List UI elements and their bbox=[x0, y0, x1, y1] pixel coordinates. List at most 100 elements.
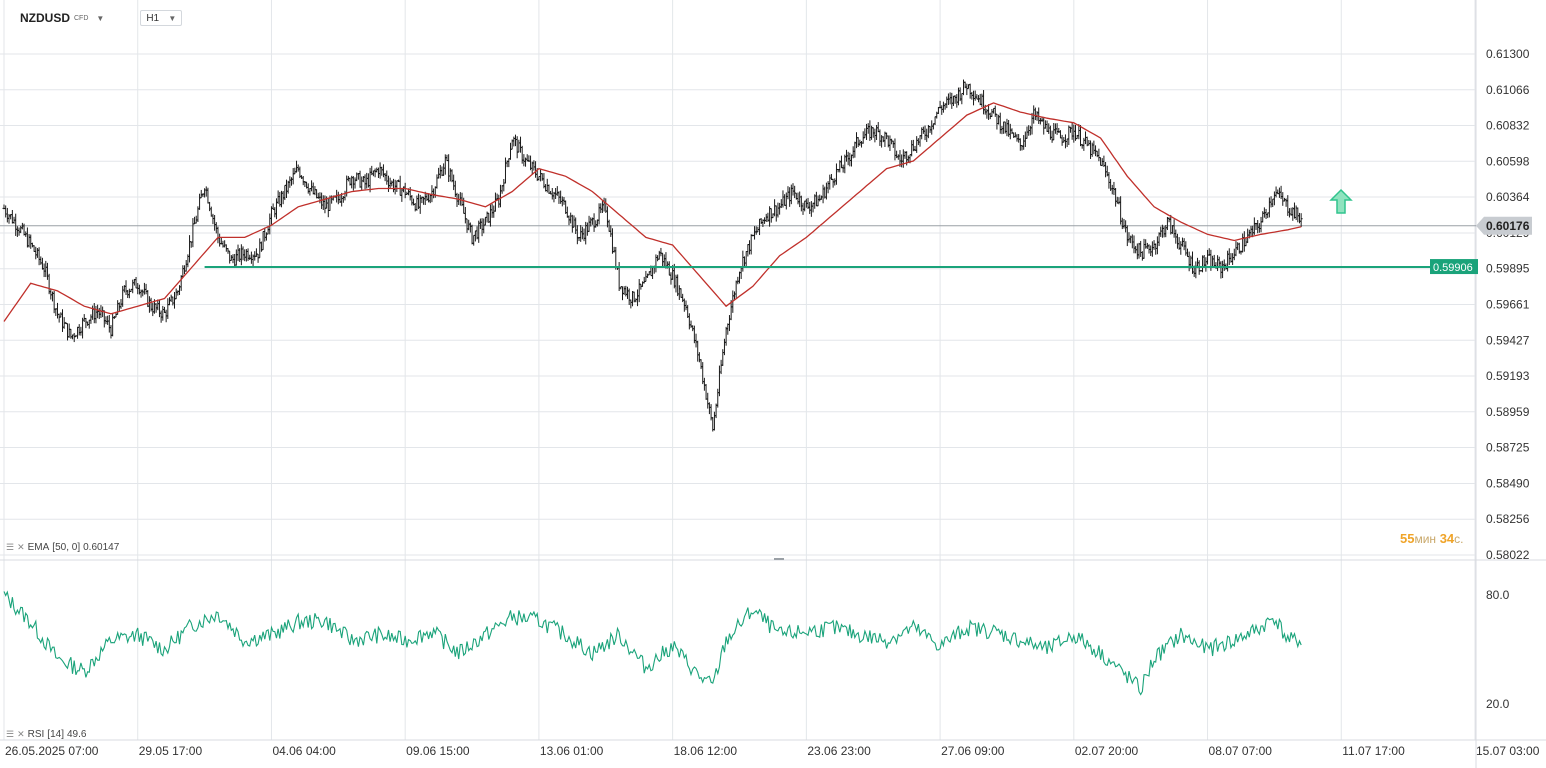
candle bbox=[997, 114, 1001, 125]
candle bbox=[1256, 220, 1260, 234]
timeframe-select[interactable]: H1 ▼ bbox=[140, 10, 183, 26]
candle bbox=[224, 244, 228, 252]
candle bbox=[602, 197, 606, 212]
candle bbox=[636, 289, 640, 307]
price-tick-label: 0.58256 bbox=[1486, 512, 1530, 526]
close-icon[interactable]: ✕ bbox=[17, 542, 25, 552]
support-price-tag[interactable] bbox=[1430, 259, 1478, 275]
candle bbox=[323, 195, 327, 214]
candle bbox=[67, 323, 71, 338]
candle bbox=[1119, 196, 1123, 225]
time-tick-label: 18.06 12:00 bbox=[674, 744, 738, 758]
candle bbox=[472, 234, 476, 246]
rsi-params: [14] bbox=[47, 729, 64, 740]
candle bbox=[759, 218, 763, 225]
candle bbox=[290, 177, 294, 186]
candle bbox=[438, 164, 442, 179]
candle bbox=[1033, 107, 1037, 121]
candle bbox=[188, 235, 192, 263]
time-axis: 26.05.2025 07:00 29.05 17:00 04.06 04:00 09… bbox=[5, 744, 1540, 758]
list-icon[interactable]: ☰ bbox=[6, 729, 15, 739]
candle bbox=[570, 214, 574, 233]
candle bbox=[656, 255, 660, 262]
time-tick-label: 02.07 20:00 bbox=[1075, 744, 1139, 758]
candle bbox=[1110, 184, 1114, 195]
candle bbox=[626, 286, 630, 299]
candle bbox=[676, 274, 680, 297]
up-arrow-icon[interactable] bbox=[1329, 188, 1353, 214]
candle bbox=[76, 326, 80, 339]
candle bbox=[442, 163, 446, 176]
candle bbox=[365, 172, 369, 189]
candle bbox=[1028, 125, 1032, 136]
candle bbox=[463, 207, 467, 224]
candle bbox=[92, 303, 96, 324]
candle bbox=[987, 104, 991, 120]
candle bbox=[811, 202, 815, 213]
candle bbox=[208, 201, 212, 212]
candle bbox=[849, 154, 853, 167]
candle bbox=[990, 108, 994, 117]
candle bbox=[1194, 261, 1198, 279]
candle bbox=[749, 234, 753, 255]
pane-resize-handle[interactable] bbox=[774, 558, 784, 560]
candle bbox=[111, 313, 115, 337]
price-tick-label: 0.58022 bbox=[1486, 548, 1530, 562]
candle bbox=[198, 193, 202, 210]
candle bbox=[293, 167, 297, 175]
candle bbox=[390, 180, 394, 187]
candle bbox=[1267, 197, 1271, 218]
candle bbox=[246, 248, 250, 261]
symbol-name[interactable]: NZDUSD bbox=[20, 11, 70, 25]
candle bbox=[1236, 242, 1240, 251]
candle bbox=[313, 186, 317, 196]
candle bbox=[27, 234, 31, 248]
candle bbox=[498, 184, 502, 208]
candle bbox=[29, 234, 33, 249]
rsi-legend: ☰ ✕ RSI [14] 49.6 bbox=[6, 729, 86, 740]
candle bbox=[126, 289, 130, 299]
candle bbox=[134, 276, 138, 289]
candle bbox=[310, 180, 314, 192]
chevron-down-icon: ▼ bbox=[168, 13, 177, 23]
candle bbox=[712, 411, 716, 431]
candle bbox=[107, 315, 111, 333]
candle bbox=[702, 377, 706, 391]
candle bbox=[318, 192, 322, 204]
candle bbox=[241, 246, 245, 261]
candle bbox=[1249, 225, 1253, 237]
candle bbox=[819, 195, 823, 200]
symbol-dropdown-icon[interactable]: ▼ bbox=[96, 13, 105, 23]
support-price-label: 0.59906 bbox=[1433, 262, 1473, 274]
candle bbox=[1266, 212, 1270, 219]
candle bbox=[821, 184, 825, 204]
candle bbox=[888, 135, 892, 151]
candle bbox=[679, 288, 683, 298]
candle bbox=[380, 166, 384, 176]
close-icon[interactable]: ✕ bbox=[17, 729, 25, 739]
candle bbox=[727, 315, 731, 332]
candle bbox=[381, 164, 385, 178]
candle bbox=[40, 257, 44, 270]
candle bbox=[540, 173, 544, 181]
candle bbox=[488, 204, 492, 227]
candle bbox=[161, 305, 165, 321]
candle bbox=[473, 230, 477, 242]
candle bbox=[1072, 124, 1076, 143]
candle bbox=[157, 299, 161, 318]
timeframe-value: H1 bbox=[146, 12, 160, 24]
candle bbox=[547, 184, 551, 194]
candle bbox=[774, 205, 778, 222]
candle bbox=[1142, 238, 1146, 259]
list-icon[interactable]: ☰ bbox=[6, 542, 15, 552]
candle bbox=[641, 281, 645, 287]
candle bbox=[492, 205, 496, 218]
candle bbox=[953, 95, 957, 104]
candle bbox=[644, 270, 648, 282]
candle bbox=[1140, 251, 1144, 261]
candle bbox=[689, 320, 693, 328]
candle bbox=[183, 265, 187, 275]
candle bbox=[612, 246, 616, 253]
candle bbox=[167, 297, 171, 306]
